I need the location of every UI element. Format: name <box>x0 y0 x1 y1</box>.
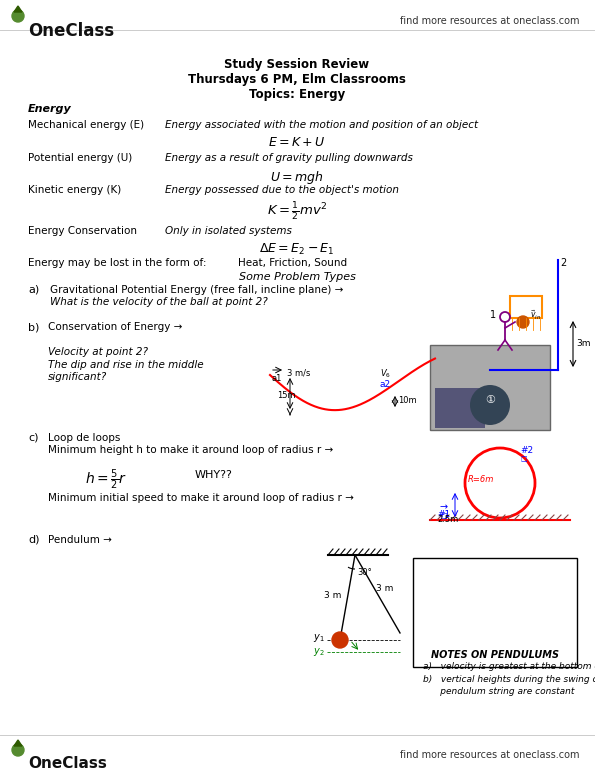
Text: 3m: 3m <box>576 340 590 349</box>
Text: $\Delta E = E_2 - E_1$: $\Delta E = E_2 - E_1$ <box>259 242 335 257</box>
Text: The dip and rise in the middle: The dip and rise in the middle <box>48 360 203 370</box>
Text: Potential energy (U): Potential energy (U) <box>28 153 132 163</box>
Text: d): d) <box>28 535 39 545</box>
Text: Velocity at point 2?: Velocity at point 2? <box>48 347 148 357</box>
Text: Only in isolated systems: Only in isolated systems <box>165 226 292 236</box>
Text: Energy may be lost in the form of:: Energy may be lost in the form of: <box>28 258 206 268</box>
Bar <box>510 296 542 318</box>
Text: a)   velocity is greatest at the bottom of the swing: a) velocity is greatest at the bottom of… <box>423 662 595 671</box>
Text: $E = K + U$: $E = K + U$ <box>268 136 326 149</box>
Text: Study Session Review: Study Session Review <box>224 58 369 71</box>
Text: OneClass: OneClass <box>28 756 107 770</box>
Text: Thursdays 6 PM, Elm Classrooms: Thursdays 6 PM, Elm Classrooms <box>188 73 406 86</box>
Text: →: → <box>440 502 448 512</box>
Text: WHY??: WHY?? <box>195 470 233 480</box>
Polygon shape <box>14 740 22 746</box>
Text: 10m: 10m <box>398 396 416 405</box>
Text: find more resources at oneclass.com: find more resources at oneclass.com <box>400 750 580 760</box>
Text: What is the velocity of the ball at point 2?: What is the velocity of the ball at poin… <box>50 297 268 307</box>
Text: 2: 2 <box>560 258 566 268</box>
Text: $y_2$: $y_2$ <box>314 646 325 658</box>
Text: Heat, Friction, Sound: Heat, Friction, Sound <box>238 258 347 268</box>
Circle shape <box>12 744 24 756</box>
Text: NOTES ON PENDULUMS: NOTES ON PENDULUMS <box>431 650 559 660</box>
Text: a2: a2 <box>380 380 391 389</box>
Text: $\vec{v}_{in}$: $\vec{v}_{in}$ <box>530 308 541 322</box>
Text: Energy: Energy <box>28 104 72 114</box>
Text: Kinetic energy (K): Kinetic energy (K) <box>28 185 121 195</box>
Text: b): b) <box>28 322 39 332</box>
Text: Gravitational Potential Energy (free fall, incline plane) →: Gravitational Potential Energy (free fal… <box>50 285 343 295</box>
Text: Mechanical energy (E): Mechanical energy (E) <box>28 120 144 130</box>
Text: $h = \frac{5}{2}r$: $h = \frac{5}{2}r$ <box>85 468 127 492</box>
Text: c): c) <box>28 433 39 443</box>
Polygon shape <box>14 6 22 12</box>
Circle shape <box>470 385 510 425</box>
Text: 15m: 15m <box>277 391 296 400</box>
Circle shape <box>332 632 348 648</box>
Text: Minimum height h to make it around loop of radius r →: Minimum height h to make it around loop … <box>48 445 333 455</box>
Text: □: □ <box>520 456 527 462</box>
Text: $U = mgh$: $U = mgh$ <box>270 169 324 186</box>
Text: 30°: 30° <box>357 568 372 577</box>
Text: ①: ① <box>485 395 495 405</box>
Text: 3 m: 3 m <box>376 584 394 593</box>
Circle shape <box>12 10 24 22</box>
Text: #1: #1 <box>437 510 450 519</box>
Text: Pendulum →: Pendulum → <box>48 535 112 545</box>
Circle shape <box>517 316 529 328</box>
Text: significant?: significant? <box>48 372 107 382</box>
FancyBboxPatch shape <box>413 558 577 667</box>
Text: a): a) <box>28 285 39 295</box>
Text: Loop de loops: Loop de loops <box>48 433 120 443</box>
Text: Topics: Energy: Topics: Energy <box>249 88 345 101</box>
Text: Conservation of Energy →: Conservation of Energy → <box>48 322 183 332</box>
Text: find more resources at oneclass.com: find more resources at oneclass.com <box>400 16 580 26</box>
Text: pendulum string are constant: pendulum string are constant <box>423 687 574 696</box>
Text: Energy associated with the motion and position of an object: Energy associated with the motion and po… <box>165 120 478 130</box>
Text: $y_1$: $y_1$ <box>314 632 325 644</box>
Text: 1: 1 <box>490 310 496 320</box>
Text: Energy as a result of gravity pulling downwards: Energy as a result of gravity pulling do… <box>165 153 413 163</box>
Text: 3 m/s: 3 m/s <box>287 368 311 377</box>
Text: b)   vertical heights during the swing change constantly, but length of: b) vertical heights during the swing cha… <box>423 675 595 684</box>
Text: Energy possessed due to the object's motion: Energy possessed due to the object's mot… <box>165 185 399 195</box>
Text: Energy Conservation: Energy Conservation <box>28 226 137 236</box>
Bar <box>430 345 550 430</box>
Text: 3 m: 3 m <box>324 591 342 600</box>
Text: 2.5m: 2.5m <box>437 515 458 524</box>
Text: $K = \frac{1}{2}mv^2$: $K = \frac{1}{2}mv^2$ <box>267 201 327 223</box>
Text: $V_6$: $V_6$ <box>380 367 391 380</box>
Text: Some Problem Types: Some Problem Types <box>239 272 355 282</box>
Text: Minimum initial speed to make it around loop of radius r →: Minimum initial speed to make it around … <box>48 493 354 503</box>
Text: □: □ <box>440 513 447 519</box>
Bar <box>435 388 485 428</box>
Text: OneClass: OneClass <box>28 22 114 40</box>
Text: a1: a1 <box>271 374 281 383</box>
Text: #2: #2 <box>520 446 533 455</box>
Text: R=6m: R=6m <box>468 475 494 484</box>
